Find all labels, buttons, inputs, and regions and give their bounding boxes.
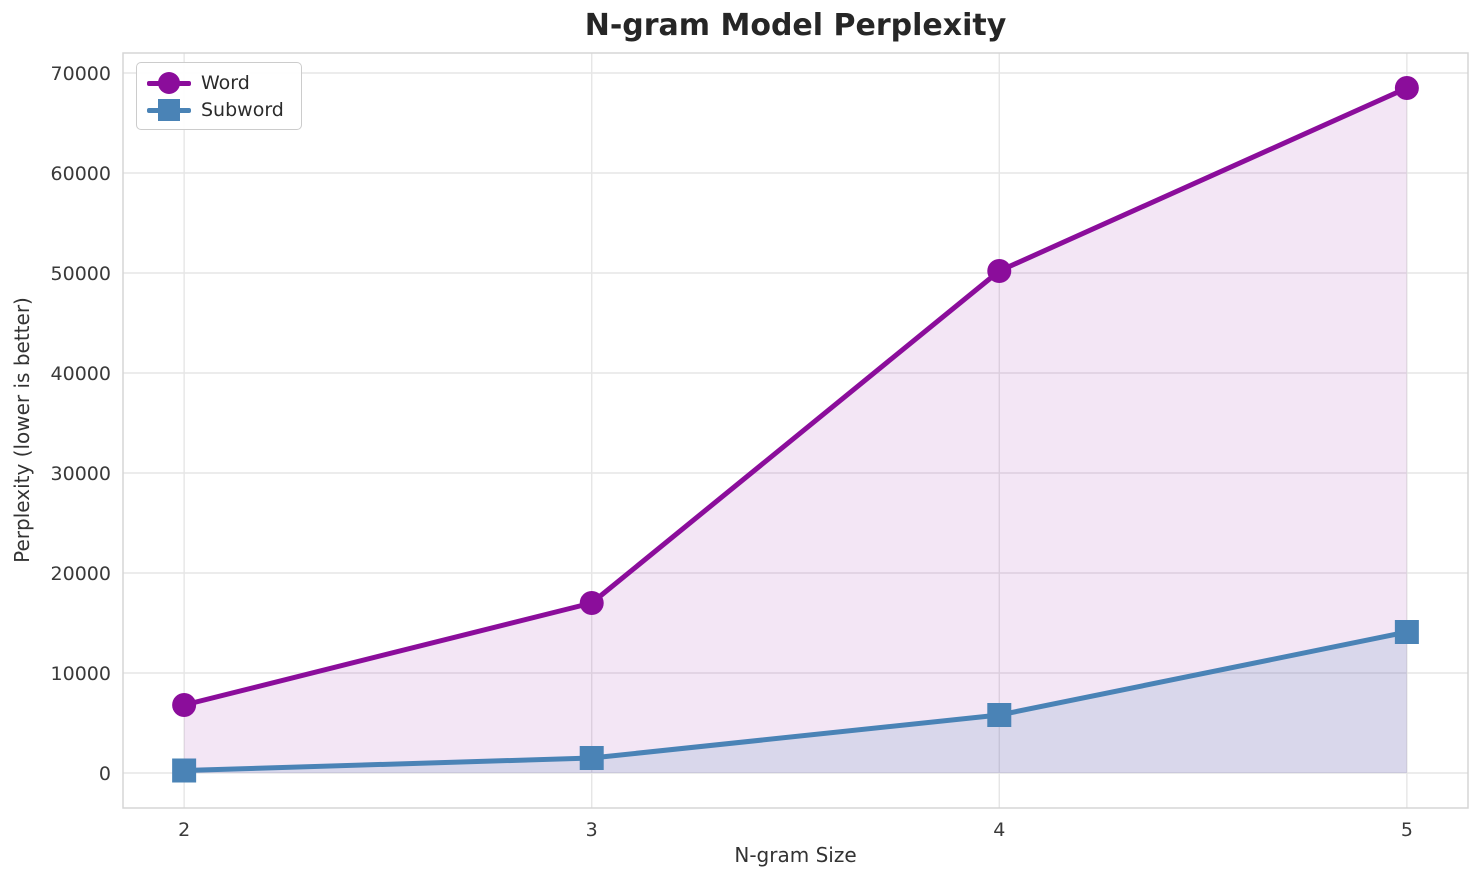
area-fill-word — [184, 88, 1407, 773]
data-point-word — [1394, 76, 1419, 100]
data-point-word — [172, 693, 197, 717]
series-line-word — [181, 85, 1410, 708]
data-point-word — [579, 591, 604, 615]
series-line-subword — [181, 629, 1410, 773]
data-point-subword — [1394, 620, 1419, 644]
legend: Word Subword — [136, 62, 302, 130]
x-tick-label: 5 — [1401, 819, 1413, 841]
x-tick-label: 4 — [993, 819, 1005, 841]
area-fill-subword — [184, 632, 1407, 773]
word-line-marker-icon — [145, 70, 193, 96]
x-tick-label: 3 — [586, 819, 598, 841]
y-tick-label: 0 — [99, 763, 111, 785]
plot-border — [122, 52, 1469, 809]
data-point-word — [987, 259, 1012, 283]
data-point-subword — [579, 746, 604, 770]
legend-label-subword: Subword — [201, 98, 284, 121]
legend-label-word: Word — [201, 71, 250, 94]
y-tick-label: 40000 — [51, 363, 111, 385]
subword-line-marker-icon — [145, 97, 193, 123]
data-point-subword — [987, 703, 1012, 727]
x-tick-label: 2 — [178, 819, 190, 841]
y-tick-label: 10000 — [51, 663, 111, 685]
y-tick-label: 20000 — [51, 563, 111, 585]
y-tick-label: 60000 — [51, 163, 111, 185]
y-axis-label: Perplexity (lower is better) — [10, 297, 34, 563]
legend-item-word: Word — [145, 69, 291, 96]
x-axis-label: N-gram Size — [734, 843, 857, 867]
y-tick-label: 50000 — [51, 263, 111, 285]
legend-item-subword: Subword — [145, 96, 291, 123]
y-tick-label: 70000 — [51, 63, 111, 85]
data-point-subword — [172, 758, 197, 783]
y-tick-label: 30000 — [51, 463, 111, 485]
chart-title: N-gram Model Perplexity — [584, 8, 1007, 43]
